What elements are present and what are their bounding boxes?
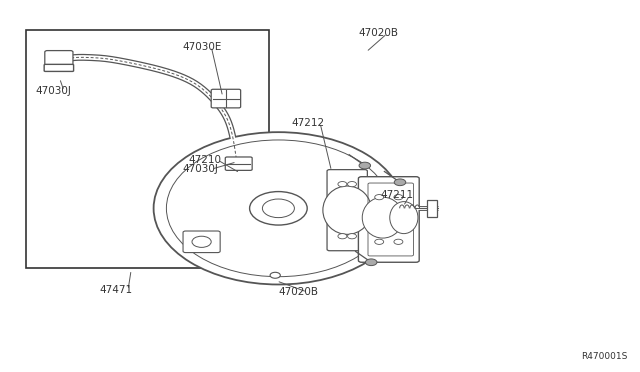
Circle shape xyxy=(365,259,377,266)
Circle shape xyxy=(394,239,403,244)
Ellipse shape xyxy=(250,192,307,225)
Circle shape xyxy=(348,182,356,187)
Ellipse shape xyxy=(192,236,211,247)
Text: 47020B: 47020B xyxy=(358,29,398,38)
FancyBboxPatch shape xyxy=(327,170,367,251)
FancyBboxPatch shape xyxy=(211,89,241,108)
Circle shape xyxy=(359,162,371,169)
FancyBboxPatch shape xyxy=(358,177,419,262)
Text: 47211: 47211 xyxy=(381,190,414,200)
Bar xyxy=(427,200,437,217)
Ellipse shape xyxy=(154,132,403,285)
Ellipse shape xyxy=(262,199,294,218)
Ellipse shape xyxy=(390,202,418,234)
Text: 47030E: 47030E xyxy=(182,42,222,51)
Text: 47212: 47212 xyxy=(291,118,324,128)
Circle shape xyxy=(338,234,347,239)
Text: 47030J: 47030J xyxy=(35,86,71,96)
Text: 47020B: 47020B xyxy=(278,287,319,297)
FancyBboxPatch shape xyxy=(183,231,220,253)
Text: R470001S: R470001S xyxy=(581,352,627,361)
Circle shape xyxy=(374,195,383,200)
Ellipse shape xyxy=(323,186,371,234)
Circle shape xyxy=(374,239,383,244)
Text: 47471: 47471 xyxy=(99,285,132,295)
Bar xyxy=(26,30,269,268)
Text: 47210: 47210 xyxy=(189,155,222,165)
FancyBboxPatch shape xyxy=(44,64,74,71)
Text: 47030J: 47030J xyxy=(182,164,218,174)
FancyBboxPatch shape xyxy=(45,51,73,68)
FancyBboxPatch shape xyxy=(225,157,252,170)
Circle shape xyxy=(338,182,347,187)
Circle shape xyxy=(394,179,406,186)
Circle shape xyxy=(348,234,356,239)
Circle shape xyxy=(270,272,280,278)
Ellipse shape xyxy=(362,197,403,238)
Circle shape xyxy=(394,195,403,200)
